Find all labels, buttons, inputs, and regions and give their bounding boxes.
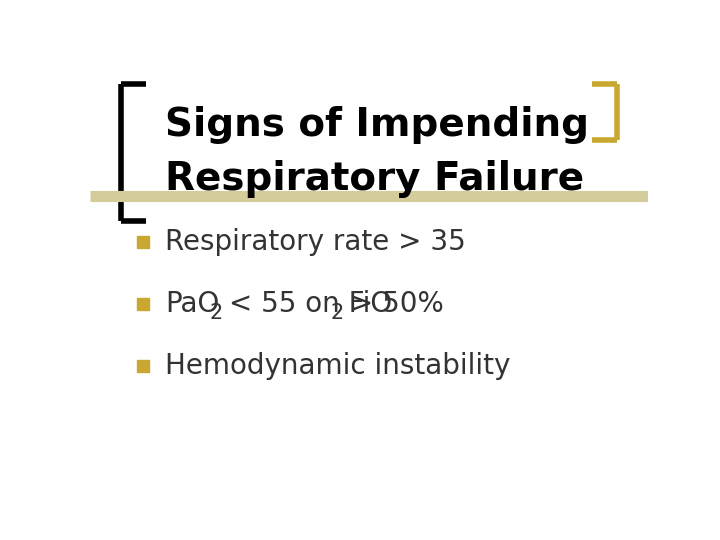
Text: Hemodynamic instability: Hemodynamic instability <box>166 352 510 380</box>
Text: PaO: PaO <box>166 290 220 318</box>
Text: < 55 on FiO: < 55 on FiO <box>220 290 392 318</box>
Text: > 50%: > 50% <box>341 290 444 318</box>
Text: Signs of Impending: Signs of Impending <box>166 106 590 144</box>
Text: Respiratory Failure: Respiratory Failure <box>166 160 585 198</box>
Text: 2: 2 <box>210 303 223 323</box>
Text: Respiratory rate > 35: Respiratory rate > 35 <box>166 227 466 255</box>
Text: 2: 2 <box>330 303 343 323</box>
